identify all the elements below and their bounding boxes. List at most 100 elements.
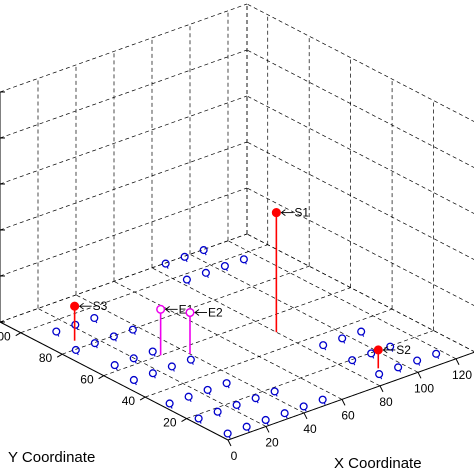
floor-grid-line xyxy=(103,287,351,376)
ground-node-stem xyxy=(324,347,327,351)
ground-node xyxy=(71,345,80,354)
right-wall-grid-line xyxy=(246,49,474,168)
y-tick-label: 20 xyxy=(163,416,177,430)
ground-node xyxy=(180,252,189,261)
ground-node-stem xyxy=(57,334,60,337)
ground-node-stem xyxy=(218,414,221,417)
ground-node xyxy=(167,362,176,371)
x-tick-label: 60 xyxy=(341,408,355,422)
ground-node xyxy=(184,392,193,401)
floor-grid-line xyxy=(189,253,419,373)
ground-node-stem xyxy=(204,252,207,256)
ground-node xyxy=(261,415,270,425)
ground-node-stem xyxy=(185,259,188,263)
axis-layer: 0 20 40 60 80 100 120 20 40 60 80 100 xyxy=(0,91,474,463)
ground-node-stem xyxy=(134,382,137,386)
ground-node-stem xyxy=(191,362,194,365)
ground-node-stem xyxy=(189,399,192,402)
ground-node xyxy=(90,313,99,323)
x-tick-label: 120 xyxy=(452,368,472,382)
ground-node-stem xyxy=(166,266,169,269)
ground-node-stem xyxy=(372,356,375,359)
ground-node xyxy=(270,387,279,396)
y-tick xyxy=(139,396,146,401)
y-tick-label: 100 xyxy=(0,330,11,344)
back-wall-grid-line xyxy=(0,233,248,323)
ground-node-stem xyxy=(437,356,440,360)
back-wall-grid-line xyxy=(0,141,248,231)
event-node-arrow-head xyxy=(164,305,170,313)
x-tick-label: 40 xyxy=(303,422,317,436)
floor-grid-line xyxy=(62,265,310,355)
event-node-arrow-head xyxy=(194,309,200,316)
x-tick-label: 100 xyxy=(414,381,434,395)
ground-node-stem xyxy=(95,320,98,324)
y-tick xyxy=(98,375,104,380)
ground-node-stem xyxy=(170,406,173,409)
ground-node xyxy=(242,422,251,431)
ground-node-stem xyxy=(304,409,307,412)
x-tick xyxy=(417,372,422,379)
ground-node-stem xyxy=(244,262,247,265)
source-node-marker xyxy=(70,301,80,311)
x-axis-label: X Coordinate xyxy=(334,455,422,472)
right-wall-grid-line xyxy=(246,233,474,352)
ground-node-stem xyxy=(206,275,209,279)
ground-node xyxy=(299,402,308,411)
ground-node xyxy=(280,409,289,418)
ground-node xyxy=(128,325,137,334)
ground-node xyxy=(338,334,347,343)
ground-node-stem xyxy=(76,352,79,356)
ground-node xyxy=(182,275,191,284)
right-wall-grid-line xyxy=(246,3,474,122)
x-tick xyxy=(303,412,308,420)
ground-node-stem xyxy=(275,394,278,397)
ground-node xyxy=(232,400,241,409)
ground-node xyxy=(109,332,118,341)
ground-node xyxy=(375,370,384,379)
floor-grid-line xyxy=(151,267,381,387)
y-axis-line xyxy=(0,321,229,441)
ground-node-stem xyxy=(418,363,421,366)
ground-node-stem xyxy=(208,392,211,396)
ground-node xyxy=(199,246,208,255)
ground-node-stem xyxy=(133,332,136,335)
back-wall-grid-line xyxy=(0,187,248,277)
ground-node xyxy=(194,414,203,423)
ground-node-stem xyxy=(153,375,156,379)
ground-node xyxy=(148,347,157,356)
back-wall-grid-line xyxy=(0,49,248,139)
ground-node xyxy=(52,327,61,336)
ground-node-stem xyxy=(399,370,402,373)
ground-node xyxy=(129,354,138,363)
ground-node xyxy=(148,369,157,378)
y-tick-label: 60 xyxy=(80,373,94,387)
floor-grid-line xyxy=(113,281,343,400)
ground-node xyxy=(239,255,248,264)
floor-grid-line xyxy=(227,240,457,360)
y-tick-label: 80 xyxy=(39,351,53,365)
ground-node xyxy=(220,261,229,271)
source-node-arrow-head xyxy=(280,209,286,216)
x-axis-line xyxy=(227,351,474,441)
ground-node xyxy=(223,429,232,438)
right-wall-grid-line xyxy=(246,187,474,306)
event-node-label: E2 xyxy=(208,306,223,320)
ground-node-stem xyxy=(380,376,383,380)
source-node-arrow-head xyxy=(382,346,388,354)
ground-node-stem xyxy=(285,415,288,419)
ground-node-stem xyxy=(362,334,365,337)
source-node-label: S2 xyxy=(396,343,411,357)
ground-node xyxy=(201,268,210,277)
ground-node-stem xyxy=(237,407,240,411)
ground-node xyxy=(203,385,212,394)
x-tick xyxy=(341,399,346,406)
ground-node xyxy=(90,339,99,348)
ground-node-stem xyxy=(114,339,117,342)
ground-node xyxy=(348,356,357,365)
ground-node xyxy=(319,341,328,350)
ground-node-stem xyxy=(115,367,118,371)
ground-node xyxy=(110,361,119,370)
ground-node-stem xyxy=(228,436,231,439)
ground-node xyxy=(186,355,195,364)
